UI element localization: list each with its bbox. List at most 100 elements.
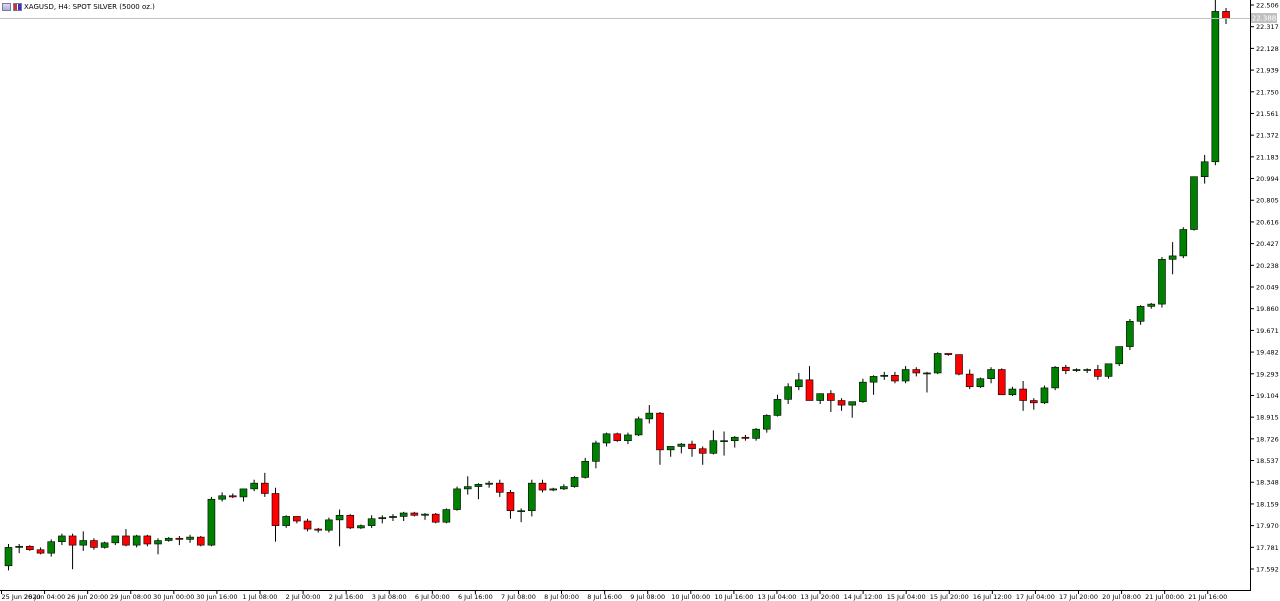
time-tick-label: 25 Jun 2020 (2, 593, 41, 601)
candle (314, 527, 323, 533)
candle (549, 487, 557, 492)
price-tick-label: 21.183 (1256, 153, 1279, 161)
price-tick-label: 18.348 (1256, 479, 1279, 487)
candle (1126, 319, 1134, 351)
candle (645, 405, 654, 424)
bull-candle-body (762, 415, 771, 430)
price-tick-label: 21.939 (1256, 67, 1279, 75)
bear-candle-body (410, 512, 419, 516)
bull-candle-body (154, 540, 162, 545)
candle (773, 394, 782, 417)
bear-candle-body (122, 535, 130, 546)
time-tick-label: 6 Jul 16:00 (458, 593, 493, 601)
candle (837, 398, 846, 411)
bull-candle-body (720, 440, 728, 442)
bull-candle-body (111, 535, 120, 544)
bull-candle-body (421, 513, 429, 516)
candle (1179, 227, 1188, 259)
bull-candle-body (442, 509, 451, 523)
candle (752, 428, 760, 441)
bear-candle-body (805, 379, 814, 401)
price-tick-label: 19.293 (1256, 370, 1279, 378)
candle (592, 440, 600, 469)
candle (1115, 346, 1124, 367)
bull-candle-body (453, 488, 461, 510)
price-tick-label: 20.994 (1256, 175, 1279, 183)
time-tick-label: 13 Jul 04:00 (757, 593, 796, 601)
time-tick-label: 21 Jul 16:00 (1188, 593, 1227, 601)
candle (827, 390, 835, 412)
bull-candle-body (399, 512, 408, 517)
bear-candle-body (175, 537, 184, 540)
candle (164, 537, 173, 542)
bull-candle-body (869, 376, 878, 383)
current-price-tag: 22.388 (1251, 13, 1277, 23)
bull-candle-body (666, 446, 675, 451)
bear-candle-body (538, 482, 547, 491)
bull-candle-body (859, 381, 867, 402)
candle (730, 436, 739, 448)
time-tick-label: 10 Jul 00:00 (671, 593, 710, 601)
candle (581, 457, 590, 479)
candle (261, 472, 269, 497)
candle (282, 515, 290, 528)
flag-icon (13, 3, 22, 11)
candle (79, 531, 88, 551)
bull-candle-body (325, 519, 333, 531)
candle (196, 535, 205, 547)
candle (634, 416, 643, 437)
candle (293, 516, 301, 524)
bull-candle-body (560, 486, 568, 490)
candle (228, 493, 237, 499)
bull-candle-body (100, 542, 109, 548)
candle (1168, 242, 1177, 275)
bear-candle-body (944, 353, 953, 355)
bear-candle-body (293, 516, 301, 522)
bull-candle-body (634, 418, 643, 436)
current-price-label: 22.388 (1252, 15, 1277, 23)
bull-candle-body (816, 393, 824, 401)
time-tick-label: 2 Jul 16:00 (329, 593, 364, 601)
bear-candle-body (346, 514, 355, 529)
price-tick-label: 17.970 (1256, 522, 1279, 530)
candle (1083, 368, 1091, 373)
candle (1062, 364, 1070, 375)
candle (933, 352, 942, 375)
price-tick-label: 19.104 (1256, 392, 1279, 400)
candle (891, 371, 899, 384)
bull-candle-body (1072, 369, 1081, 371)
bull-candle-body (752, 428, 760, 439)
candle (100, 541, 109, 549)
candle (538, 479, 547, 493)
bear-candle-body (68, 535, 77, 546)
candle (250, 479, 258, 492)
price-tick-label: 17.592 (1256, 566, 1279, 574)
candle (1136, 305, 1145, 325)
bear-candle-body (688, 443, 696, 450)
candle (709, 430, 718, 455)
time-tick-label: 10 Jul 16:00 (714, 593, 753, 601)
candle (15, 543, 23, 554)
bull-candle-body (709, 440, 718, 454)
bull-candle-body (367, 518, 376, 526)
candle (143, 534, 152, 547)
bear-candle-body (271, 493, 280, 526)
candle (346, 514, 355, 530)
bear-candle-body (90, 540, 98, 548)
bull-candle-body (474, 483, 483, 487)
bear-candle-body (261, 482, 269, 494)
bear-candle-body (1029, 400, 1038, 404)
bear-candle-body (36, 549, 45, 554)
bear-candle-body (26, 545, 34, 551)
candle (666, 446, 675, 457)
symbol-title: XAGUSD, H4: SPOT SILVER (5000 oz.) (24, 3, 155, 11)
candle (36, 547, 45, 555)
bull-candle-body (581, 461, 590, 478)
candle (1190, 176, 1198, 231)
time-tick-label: 1 Jul 08:00 (243, 593, 278, 601)
price-tick-label: 19.860 (1256, 305, 1279, 313)
candle (485, 480, 493, 488)
bear-candle-body (303, 520, 312, 530)
candle (688, 440, 696, 457)
